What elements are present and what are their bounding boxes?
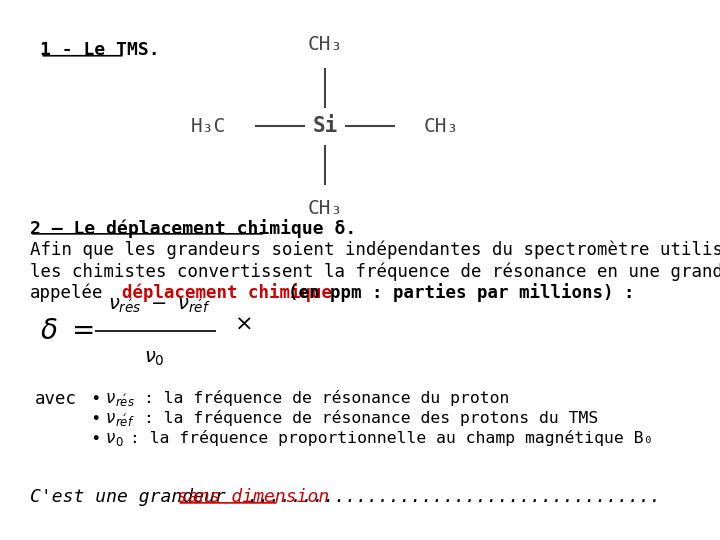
Text: les chimistes convertissent la fréquence de résonance en une grandeur: les chimistes convertissent la fréquence… <box>30 262 720 280</box>
Text: : la fréquence proportionnelle au champ magnétique B₀: : la fréquence proportionnelle au champ … <box>130 430 653 446</box>
Text: CH₃: CH₃ <box>307 199 343 218</box>
Text: : la fréquence de résonance des protons du TMS: : la fréquence de résonance des protons … <box>144 410 598 426</box>
Text: (en ppm : parties par millions) :: (en ppm : parties par millions) : <box>287 284 634 302</box>
Text: H₃C: H₃C <box>191 117 226 136</box>
Text: Afin que les grandeurs soient indépendantes du spectromètre utilisé,: Afin que les grandeurs soient indépendan… <box>30 241 720 259</box>
Text: $\bullet\ \nu_{r\acute{e}s}$: $\bullet\ \nu_{r\acute{e}s}$ <box>89 390 135 408</box>
Text: déplacement chimique: déplacement chimique <box>122 284 332 302</box>
Text: CH₃: CH₃ <box>307 35 343 53</box>
Text: $\times$: $\times$ <box>234 313 252 333</box>
Text: $\bullet\ \nu_0$: $\bullet\ \nu_0$ <box>89 430 123 448</box>
Text: avec: avec <box>35 390 77 408</box>
Text: appelée: appelée <box>30 284 104 302</box>
Text: : la fréquence de résonance du proton: : la fréquence de résonance du proton <box>144 390 509 406</box>
Text: $\delta\ =$: $\delta\ =$ <box>40 317 94 345</box>
Text: $\nu_0$: $\nu_0$ <box>144 349 164 368</box>
Text: $\bullet\ \nu_{r\acute{e}f}$: $\bullet\ \nu_{r\acute{e}f}$ <box>89 410 134 428</box>
Text: 1 - Le TMS.: 1 - Le TMS. <box>40 42 160 59</box>
Text: 2 – Le déplacement chimique δ.: 2 – Le déplacement chimique δ. <box>30 219 356 239</box>
Text: $\nu_{r\acute{e}s}\ -\ \nu_{r\acute{e}f}$: $\nu_{r\acute{e}s}\ -\ \nu_{r\acute{e}f}… <box>107 296 210 315</box>
Text: C'est une grandeur  ......................................: C'est une grandeur .....................… <box>30 488 661 506</box>
Text: Si: Si <box>312 117 338 137</box>
Text: sans dimension: sans dimension <box>177 488 330 506</box>
Text: CH₃: CH₃ <box>423 117 459 136</box>
